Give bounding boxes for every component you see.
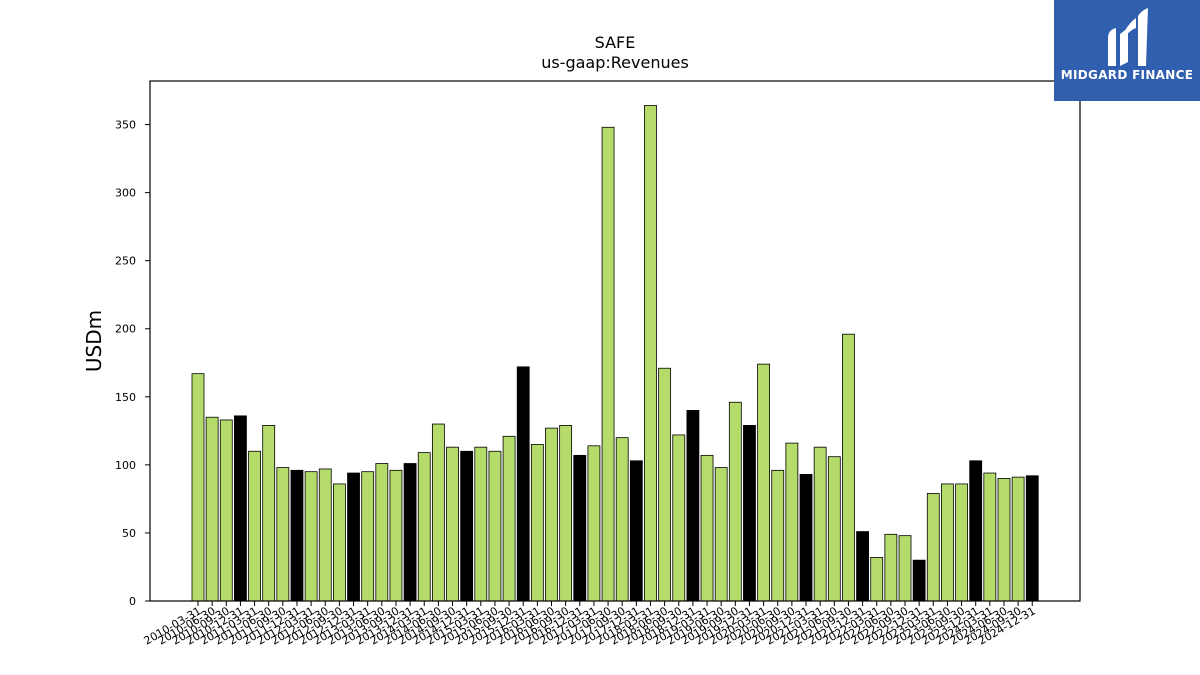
bar	[403, 463, 417, 602]
y-tick-label: 250	[115, 255, 136, 268]
y-axis: 0 50 100 150 200 250 300 350	[115, 119, 150, 608]
bar	[997, 478, 1011, 602]
bar	[644, 105, 657, 602]
bar	[502, 435, 516, 602]
bar	[375, 463, 389, 602]
bar	[856, 531, 869, 602]
midgard-logo-icon	[1108, 8, 1148, 66]
bar	[686, 410, 700, 602]
bar	[827, 456, 841, 602]
bar	[276, 467, 290, 602]
bar	[658, 367, 672, 602]
bar	[955, 483, 968, 602]
bar	[926, 493, 940, 602]
bar	[530, 444, 544, 602]
bar	[431, 423, 445, 602]
bar	[743, 424, 756, 602]
chart-title: SAFE	[595, 33, 636, 52]
bar	[714, 467, 728, 602]
y-tick-label: 100	[115, 459, 136, 472]
y-tick-label: 150	[115, 391, 136, 404]
y-tick-label: 50	[122, 527, 136, 540]
bar	[785, 442, 799, 602]
bar	[573, 454, 587, 602]
x-axis: 2010-03-312010-06-302010-09-302010-12-31…	[142, 601, 1038, 648]
bar	[1011, 476, 1025, 602]
bar	[884, 533, 898, 602]
bar	[262, 424, 276, 602]
bar	[488, 450, 502, 602]
bar	[516, 366, 530, 602]
bar	[474, 446, 488, 602]
y-tick-label: 300	[115, 187, 136, 200]
bar	[361, 471, 375, 602]
bar	[587, 445, 601, 602]
logo-text: MIDGARD FINANCE	[1060, 68, 1194, 82]
bar	[870, 557, 884, 602]
bar	[446, 446, 459, 602]
bar	[898, 535, 912, 602]
bar	[205, 416, 219, 602]
bar	[601, 126, 615, 602]
bars-group	[191, 105, 1039, 602]
bar	[757, 363, 770, 602]
bar	[417, 452, 431, 602]
y-tick-label: 0	[129, 595, 136, 608]
bar	[842, 333, 855, 602]
bar	[318, 468, 332, 602]
bar	[728, 401, 742, 602]
bar	[219, 419, 233, 602]
bar	[969, 460, 983, 602]
plot-frame	[149, 80, 1081, 602]
bar	[771, 469, 785, 602]
bar	[629, 460, 643, 602]
y-tick-label: 200	[115, 323, 136, 336]
bar	[304, 471, 318, 602]
bar	[545, 427, 558, 602]
bar	[1025, 475, 1039, 602]
bar	[234, 415, 247, 602]
bar	[332, 483, 346, 602]
bar	[191, 373, 205, 602]
bar	[799, 473, 813, 602]
y-axis-label: USDm	[82, 310, 106, 372]
bar	[941, 483, 954, 602]
bar	[389, 469, 403, 602]
bar	[347, 472, 360, 602]
brand-logo: MIDGARD FINANCE	[1054, 0, 1200, 101]
bar	[700, 454, 714, 602]
bar	[248, 450, 261, 602]
y-tick-label: 350	[115, 119, 136, 132]
bar	[559, 424, 573, 602]
bar	[912, 559, 926, 602]
bar	[615, 437, 629, 602]
chart-subtitle: us-gaap:Revenues	[541, 53, 689, 72]
bar	[290, 469, 304, 602]
bar	[813, 446, 827, 602]
bar	[460, 450, 474, 602]
bar	[983, 472, 997, 602]
bar	[672, 434, 686, 602]
